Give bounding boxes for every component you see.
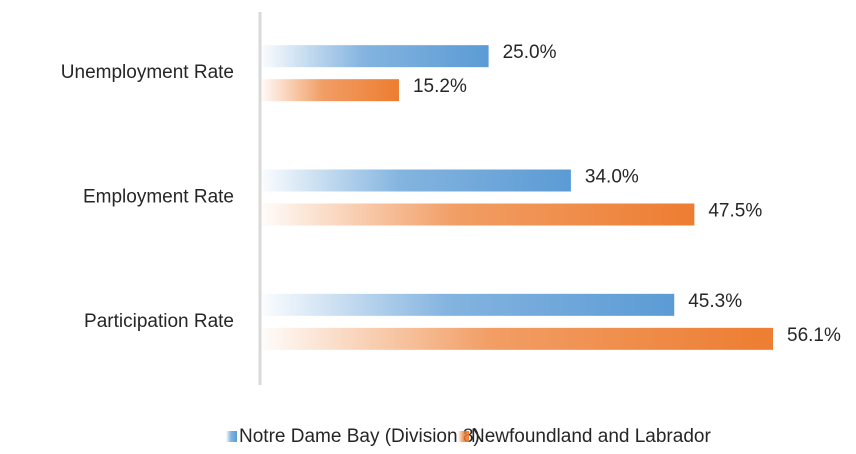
y-tick-label: Unemployment Rate [61,62,234,83]
bar [260,293,675,316]
y-tick-label: Participation Rate [84,311,234,332]
bar [260,45,489,68]
data-label: 45.3% [688,291,742,312]
data-label: 47.5% [708,201,762,222]
data-label: 56.1% [787,325,841,346]
bar [260,79,399,102]
bar [260,169,571,192]
bar [260,203,695,226]
legend-label: Newfoundland and Labrador [471,426,711,447]
legend-swatch [458,431,469,442]
legend-swatch [226,431,237,442]
y-tick-label: Employment Rate [83,187,234,208]
data-label: 34.0% [585,167,639,188]
data-label: 25.0% [503,42,557,63]
bar [260,327,773,350]
legend-label: Notre Dame Bay (Division 8) [239,426,480,447]
data-label: 15.2% [413,76,467,97]
